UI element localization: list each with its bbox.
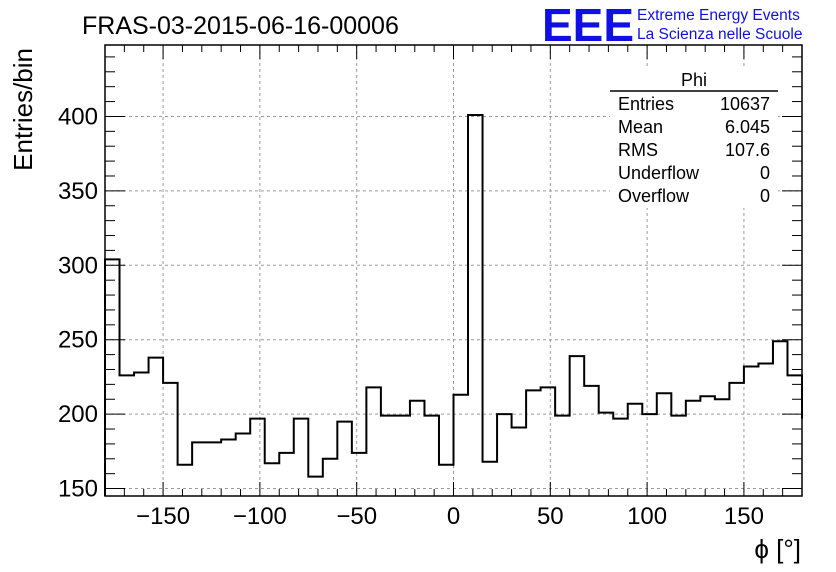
y-tick-label: 400: [58, 103, 98, 130]
histogram-bin: [787, 375, 802, 496]
stats-title: Phi: [681, 70, 707, 90]
histogram-bin: [570, 356, 585, 496]
y-tick-labels: 150 200 250 300 350 400: [58, 103, 98, 502]
histogram-bin: [395, 416, 410, 496]
histogram-bin: [323, 459, 338, 496]
histogram-outline: [104, 113, 803, 496]
histogram-bin: [526, 390, 541, 496]
x-tick-label: 0: [447, 503, 460, 530]
stats-mean-label: Mean: [618, 117, 663, 137]
histogram-bin: [584, 386, 599, 496]
stats-overflow-label: Overflow: [618, 186, 690, 206]
histogram-bin: [773, 341, 788, 496]
y-tick-label: 200: [58, 401, 98, 428]
y-axis-label: Entries/bin: [8, 48, 38, 171]
stats-rms-label: RMS: [618, 140, 658, 160]
histogram-bin: [512, 428, 527, 496]
x-tick-label: −100: [233, 503, 287, 530]
histogram-bin: [628, 404, 643, 496]
histogram-bin: [236, 433, 251, 496]
histogram-bin: [163, 383, 178, 496]
y-tick-label: 300: [58, 252, 98, 279]
x-tick-label: −50: [336, 503, 377, 530]
histogram-bin: [120, 375, 135, 496]
logo-line-2: La Scienza nelle Scuole: [637, 26, 802, 43]
histogram-bin: [134, 372, 149, 496]
histogram-bin: [555, 416, 570, 496]
x-tick-labels: −150 −100 −50 0 50 100 150: [136, 503, 764, 530]
axis-ticks: [104, 45, 803, 496]
histogram-bin: [294, 419, 309, 496]
histogram-bin: [149, 358, 164, 496]
x-tick-label: 100: [627, 503, 667, 530]
histogram-bin: [424, 416, 439, 496]
stats-mean-value: 6.045: [725, 117, 770, 137]
histogram-bin: [439, 465, 454, 496]
histogram: [104, 113, 803, 496]
histogram-bin: [541, 387, 556, 496]
histogram-bin: [308, 477, 323, 496]
logo-line-1: Extreme Energy Events: [637, 7, 800, 24]
stats-overflow-value: 0: [760, 186, 770, 206]
histogram-bin: [758, 364, 773, 496]
histogram-bin: [265, 463, 280, 496]
stats-entries-label: Entries: [618, 94, 674, 114]
x-tick-label: 150: [724, 503, 764, 530]
stats-rms-value: 107.6: [725, 140, 770, 160]
histogram-bin: [352, 453, 367, 496]
stats-entries-value: 10637: [720, 94, 770, 114]
histogram-bin: [700, 396, 715, 496]
stats-underflow-value: 0: [760, 163, 770, 183]
histogram-bin: [250, 419, 265, 496]
stats-underflow-label: Underflow: [618, 163, 700, 183]
histogram-bin: [642, 414, 657, 496]
histogram-bin: [657, 393, 672, 496]
x-tick-label: −150: [136, 503, 190, 530]
histogram-bin: [221, 439, 236, 496]
histogram-bin: [497, 414, 512, 496]
y-tick-label: 250: [58, 327, 98, 354]
x-axis-label: ϕ [°]: [754, 534, 801, 564]
histogram-bin: [599, 413, 614, 496]
stats-box: Phi Entries 10637 Mean 6.045 RMS 107.6 U…: [610, 68, 778, 208]
histogram-bin: [686, 401, 701, 496]
histogram-bin: [381, 416, 396, 496]
histogram-bin: [729, 383, 744, 496]
histogram-bin: [207, 442, 222, 496]
histogram-bin: [454, 395, 469, 496]
histogram-bin: [337, 422, 352, 496]
chart-title: FRAS-03-2015-06-16-00006: [82, 12, 399, 40]
histogram-bin: [366, 387, 381, 496]
x-tick-label: 50: [537, 503, 564, 530]
histogram-bin: [192, 442, 207, 496]
y-tick-label: 350: [58, 178, 98, 205]
experiment-logo: EEE Extreme Energy Events La Scienza nel…: [542, 0, 802, 51]
histogram-bin: [744, 367, 759, 496]
histogram-bin: [613, 419, 628, 496]
histogram-bin: [671, 416, 686, 496]
histogram-bin: [483, 462, 498, 496]
histogram-bin: [410, 401, 425, 496]
histogram-bin: [178, 465, 193, 496]
histogram-bin: [279, 453, 294, 496]
histogram-bin: [468, 115, 483, 496]
logo-mark: EEE: [542, 0, 634, 51]
y-tick-label: 150: [58, 476, 98, 503]
